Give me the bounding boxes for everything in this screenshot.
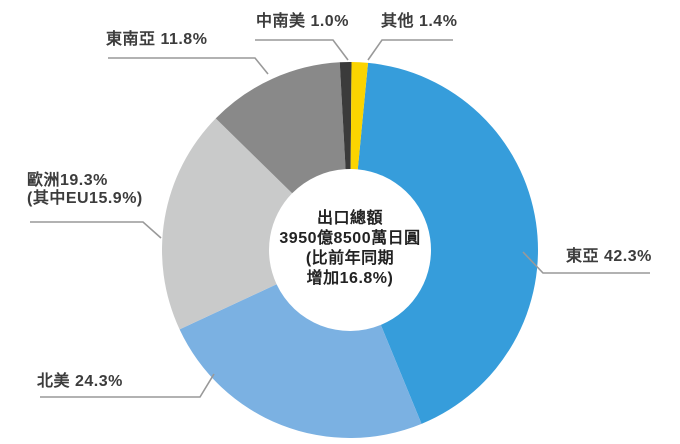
leader-lines — [30, 39, 650, 398]
center-caption-line4: 增加16.8%) — [306, 270, 394, 287]
label-europe-line2: (其中EU15.9%) — [27, 190, 143, 207]
label-north-america: 北美 24.3% — [37, 373, 123, 390]
leader-line-southeast-asia — [108, 57, 269, 75]
center-caption: 出口總額 3950億8500萬日圓 (比前年同期 增加16.8%) — [279, 209, 420, 289]
label-east-asia: 東亞 42.3% — [566, 248, 652, 265]
center-caption-line3: (比前年同期 — [305, 250, 395, 267]
leader-line-others — [367, 39, 453, 61]
slice-central-south-america — [339, 62, 352, 170]
leader-line-europe — [30, 221, 162, 239]
slice-north-america — [179, 284, 422, 438]
leader-line-north-america — [40, 373, 215, 398]
donut-slices — [162, 62, 538, 438]
center-caption-line1: 出口總額 — [316, 210, 384, 227]
center-caption-line2: 3950億8500萬日圓 — [279, 230, 421, 247]
leader-line-central-south-america — [255, 39, 349, 61]
slice-southeast-asia — [215, 62, 346, 194]
label-central-south-america: 中南美 1.0% — [256, 13, 349, 30]
label-others: 其他 1.4% — [381, 13, 458, 30]
slice-east-asia — [357, 62, 538, 424]
label-southeast-asia: 東南亞 11.8% — [106, 31, 208, 48]
slice-others — [350, 62, 369, 170]
label-europe-line1: 歐洲19.3% — [27, 172, 108, 189]
label-europe: 歐洲19.3% (其中EU15.9%) — [27, 172, 143, 208]
slice-europe — [162, 118, 293, 330]
leader-line-east-asia — [522, 251, 650, 274]
